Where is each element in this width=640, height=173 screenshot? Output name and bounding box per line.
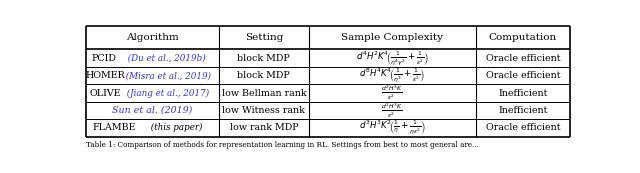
Text: low rank MDP: low rank MDP xyxy=(230,123,298,132)
Text: (Du et al., 2019b): (Du et al., 2019b) xyxy=(125,54,205,63)
Text: Algorithm: Algorithm xyxy=(126,33,179,42)
Text: Sample Complexity: Sample Complexity xyxy=(341,33,443,42)
Text: Setting: Setting xyxy=(244,33,283,42)
Text: (this paper): (this paper) xyxy=(148,123,202,133)
Text: Oracle efficient: Oracle efficient xyxy=(486,71,560,80)
Text: $d^8 H^4 K^4 \!\left(\frac{1}{\eta^3} + \frac{1}{\varepsilon^2}\right)$: $d^8 H^4 K^4 \!\left(\frac{1}{\eta^3} + … xyxy=(359,66,426,85)
Text: (Jiang et al., 2017): (Jiang et al., 2017) xyxy=(124,88,209,98)
Text: FLAMBE: FLAMBE xyxy=(92,123,136,132)
Text: Oracle efficient: Oracle efficient xyxy=(486,54,560,63)
Text: PCID: PCID xyxy=(92,54,116,63)
Text: Sun et al. (2019): Sun et al. (2019) xyxy=(113,106,193,115)
Text: $\frac{d^2 H^3 K}{\varepsilon^2}$: $\frac{d^2 H^3 K}{\varepsilon^2}$ xyxy=(381,101,403,120)
Text: Computation: Computation xyxy=(489,33,557,42)
Text: $\frac{d^2 H^3 K}{\varepsilon^2}$: $\frac{d^2 H^3 K}{\varepsilon^2}$ xyxy=(381,84,403,102)
Text: $d^4 H^2 K^4 \!\left(\frac{1}{\eta^4\gamma^2} + \frac{1}{\varepsilon^2}\right)$: $d^4 H^2 K^4 \!\left(\frac{1}{\eta^4\gam… xyxy=(356,49,429,67)
Text: Oracle efficient: Oracle efficient xyxy=(486,123,560,132)
Text: $d^3 H^3 K^2 \!\left(\frac{1}{\eta} + \frac{1}{\eta\varepsilon^2}\right)$: $d^3 H^3 K^2 \!\left(\frac{1}{\eta} + \f… xyxy=(358,119,426,137)
Text: block MDP: block MDP xyxy=(237,54,290,63)
Text: Inefficient: Inefficient xyxy=(498,106,548,115)
Text: Table 1: Comparison of methods for representation learning in RL. Settings from : Table 1: Comparison of methods for repre… xyxy=(86,141,479,149)
Text: (Misra et al., 2019): (Misra et al., 2019) xyxy=(123,71,211,80)
Text: Inefficient: Inefficient xyxy=(498,89,548,98)
Text: HOMER: HOMER xyxy=(86,71,125,80)
Text: OLIVE: OLIVE xyxy=(90,89,122,98)
Text: block MDP: block MDP xyxy=(237,71,290,80)
Text: low Witness rank: low Witness rank xyxy=(223,106,305,115)
Text: low Bellman rank: low Bellman rank xyxy=(221,89,306,98)
